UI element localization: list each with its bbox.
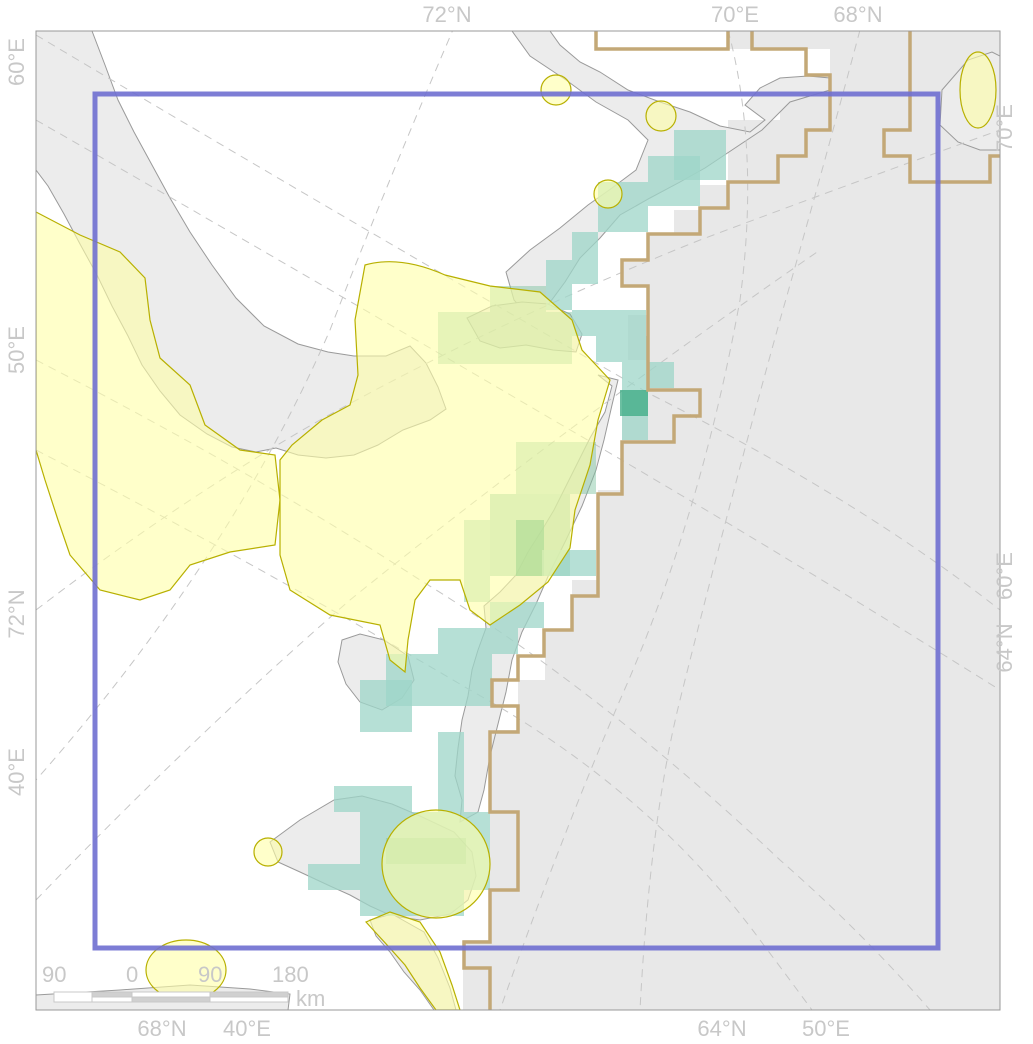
top-tick-label: 70°E xyxy=(711,2,759,27)
panel-border xyxy=(35,30,1001,1011)
yellow-zone-circle xyxy=(253,837,283,867)
scale-segment xyxy=(131,996,211,1003)
graticule-line-9 xyxy=(36,249,821,901)
study-frame xyxy=(92,91,941,951)
scale-segment xyxy=(91,996,133,1003)
grid-cell xyxy=(596,336,648,362)
right-tick-label: 64°N xyxy=(992,623,1017,672)
right-tick-label: 70°E xyxy=(992,104,1017,152)
yellow-zone-circle xyxy=(593,179,623,209)
bottom-tick-label: 68°N xyxy=(137,1016,186,1041)
grid-shade-region xyxy=(463,31,1000,1010)
graticule-line-1 xyxy=(36,31,453,781)
boundary-line xyxy=(462,31,1000,1010)
yellow-zone-central xyxy=(279,261,611,674)
left-axis-labels: 60°E 50°E 72°N 40°E xyxy=(4,38,29,796)
map-panel: 90 0 90 180 km xyxy=(36,31,1000,1011)
grid-cell xyxy=(334,786,412,812)
top-axis-labels: 72°N 70°E 68°N xyxy=(422,2,882,27)
grid-cell xyxy=(572,310,646,336)
yellow-zone-right-island xyxy=(959,51,997,129)
scale-label-4: 180 xyxy=(272,962,309,987)
graticule-line-4 xyxy=(36,359,931,1010)
bottom-tick-label: 64°N xyxy=(697,1016,746,1041)
yellow-zone-circle xyxy=(540,74,572,106)
graticule-line-2 xyxy=(36,34,1000,611)
bottom-axis-labels: 68°N 40°E 64°N 50°E xyxy=(137,1016,850,1041)
scale-unit: km xyxy=(296,986,325,1011)
scale-label-1: 90 xyxy=(42,962,66,987)
left-tick-label: 72°N xyxy=(4,589,29,638)
grid-cell xyxy=(438,732,464,812)
grid-cell xyxy=(438,628,518,654)
scale-segment xyxy=(209,991,289,998)
scale-segment xyxy=(91,991,133,998)
scale-segment xyxy=(131,991,211,998)
graticule-line-6 xyxy=(499,31,749,1010)
bottom-tick-label: 50°E xyxy=(802,1016,850,1041)
right-tick-label: 60°E xyxy=(992,552,1017,600)
graticule-line-7 xyxy=(639,31,861,1010)
right-axis-labels: 70°E 60°E 64°N xyxy=(992,104,1017,673)
scale-label-3: 90 xyxy=(198,962,222,987)
left-tick-label: 60°E xyxy=(4,38,29,86)
yellow-zone-circle xyxy=(645,100,677,132)
top-tick-label: 72°N xyxy=(422,2,471,27)
grid-cell xyxy=(620,390,648,416)
yellow-zone-south xyxy=(381,809,491,919)
grid-cell xyxy=(572,232,598,284)
scale-label-2: 0 xyxy=(126,962,138,987)
left-tick-label: 50°E xyxy=(4,326,29,374)
scale-segment xyxy=(53,991,93,1003)
left-tick-label: 40°E xyxy=(4,748,29,796)
yellow-zone-south-coast xyxy=(364,911,461,1010)
scale-segment xyxy=(209,996,289,1003)
grid-cell xyxy=(648,156,700,206)
scale-bar: 90 0 90 180 km xyxy=(42,962,325,1011)
bottom-tick-label: 40°E xyxy=(223,1016,271,1041)
top-tick-label: 68°N xyxy=(833,2,882,27)
grid-cell xyxy=(360,680,412,732)
